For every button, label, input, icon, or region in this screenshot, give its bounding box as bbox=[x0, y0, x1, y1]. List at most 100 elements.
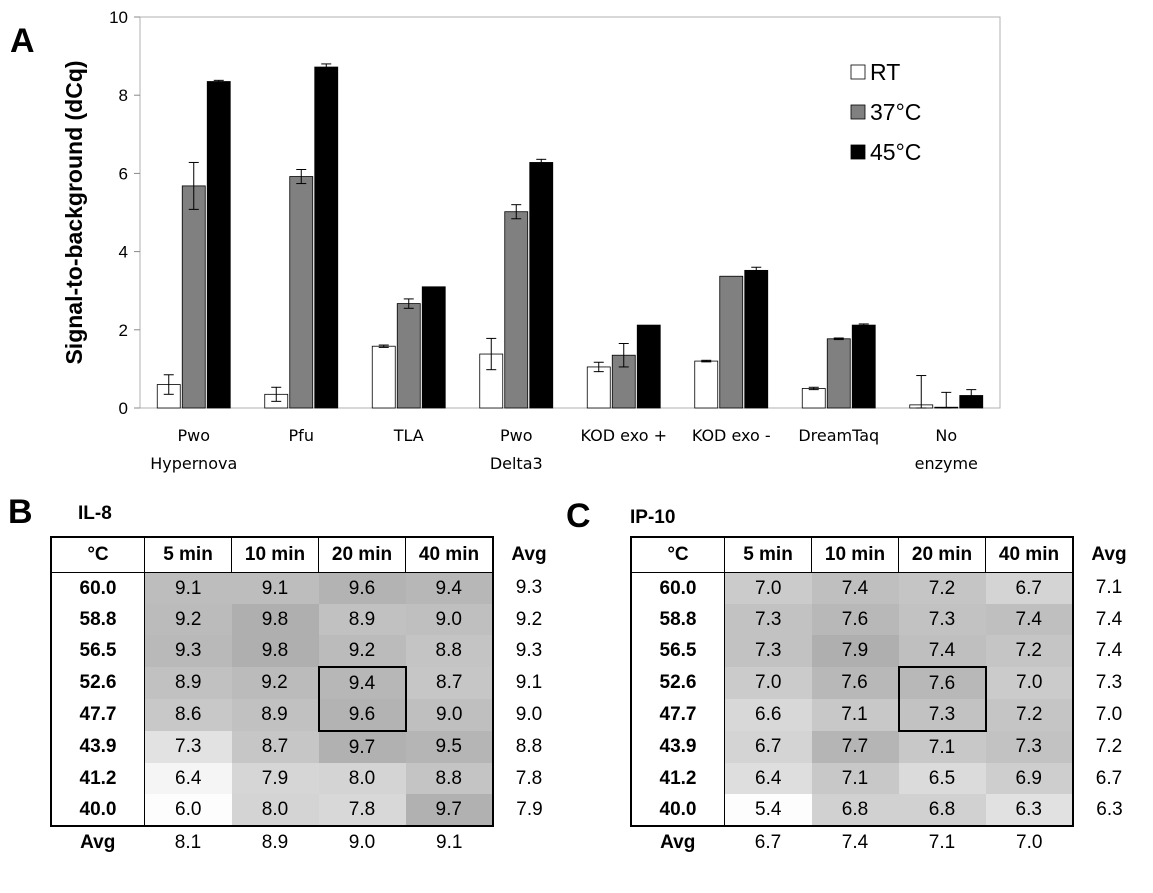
table-row: 60.0 9.1 9.1 9.6 9.4 9.3 bbox=[50, 572, 565, 604]
heatmap-cell: 7.0 bbox=[724, 572, 812, 604]
heatmap-cell: 7.2 bbox=[985, 635, 1074, 667]
column-average: 9.0 bbox=[348, 832, 376, 853]
column-header: 10 min bbox=[811, 536, 899, 573]
column-average: 6.7 bbox=[754, 832, 782, 853]
heatmap-cell: 7.1 bbox=[811, 763, 899, 794]
table-header-row: °C 5 min 10 min 20 min 40 min Avg bbox=[630, 536, 1145, 573]
x-category-label: No enzyme bbox=[915, 426, 978, 473]
table-row: 40.0 6.0 8.0 7.8 9.7 7.9 bbox=[50, 794, 565, 827]
heatmap-cell: 6.8 bbox=[811, 794, 899, 827]
y-axis-label: Signal-to-background (dCq) bbox=[61, 60, 87, 364]
column-average-row: Avg 8.1 8.9 9.0 9.1 bbox=[51, 826, 565, 859]
legend-swatch bbox=[850, 144, 866, 160]
row-temperature: 41.2 bbox=[630, 763, 725, 794]
heatmap-cell: 7.8 bbox=[318, 794, 406, 827]
heatmap-cell: 8.8 bbox=[405, 763, 494, 794]
row-average: 7.4 bbox=[1095, 640, 1123, 661]
table-row: 52.6 8.9 9.2 9.4 8.7 9.1 bbox=[50, 666, 565, 699]
row-temperature: 56.5 bbox=[630, 635, 725, 667]
column-header: 5 min bbox=[724, 536, 812, 573]
row-average: 7.9 bbox=[516, 799, 543, 820]
heatmap-cell: 7.2 bbox=[898, 572, 986, 604]
row-temperature: 47.7 bbox=[50, 699, 145, 731]
row-temperature: 40.0 bbox=[630, 794, 725, 827]
bar bbox=[206, 81, 231, 409]
bar bbox=[826, 338, 851, 409]
heatmap-cell: 8.9 bbox=[231, 699, 319, 731]
bar bbox=[289, 176, 314, 409]
row-average: 9.0 bbox=[515, 704, 543, 725]
heatmap-cell: 6.8 bbox=[898, 794, 986, 827]
table-row: 43.9 7.3 8.7 9.7 9.5 8.8 bbox=[50, 731, 565, 763]
column-average: 7.1 bbox=[928, 832, 956, 853]
table-row: 58.8 7.3 7.6 7.3 7.4 7.4 bbox=[630, 604, 1145, 635]
column-header: 40 min bbox=[985, 536, 1074, 573]
heatmap-cell: 9.8 bbox=[231, 635, 319, 667]
y-tick-label: 8 bbox=[119, 86, 128, 105]
row-temperature: 52.6 bbox=[50, 667, 145, 699]
legend-label: 45°C bbox=[870, 139, 921, 165]
heatmap-cell: 7.6 bbox=[811, 604, 899, 635]
heatmap-cell: 8.8 bbox=[405, 635, 494, 667]
x-category-label: Pwo Delta3 bbox=[490, 426, 543, 473]
avg-row-label: Avg bbox=[80, 832, 116, 853]
heatmap-cell: 8.9 bbox=[144, 667, 232, 699]
heatmap-cell: 8.7 bbox=[231, 731, 319, 763]
heatmap-cell: 7.3 bbox=[898, 604, 986, 635]
heatmap-cell: 7.6 bbox=[811, 667, 899, 699]
y-tick-label: 2 bbox=[119, 321, 128, 340]
bar bbox=[396, 303, 421, 409]
legend-label: 37°C bbox=[870, 99, 921, 125]
panel-b-letter: B bbox=[8, 493, 33, 531]
row-average: 9.1 bbox=[515, 672, 543, 693]
table-row: 40.0 5.4 6.8 6.8 6.3 6.3 bbox=[630, 794, 1145, 827]
bar-chart: 0 2 4 6 8 10 Signal-to-background (dCq) Pwo Hype… bbox=[61, 8, 1001, 473]
y-tick-label: 4 bbox=[119, 243, 128, 262]
plot-frame bbox=[139, 16, 1001, 409]
heatmap-cell: 9.2 bbox=[231, 667, 319, 699]
header-avg: Avg bbox=[1091, 543, 1127, 565]
x-category-label: Pfu bbox=[289, 426, 314, 445]
heatmap-cell: 9.1 bbox=[144, 572, 232, 604]
avg-row-empty bbox=[493, 826, 565, 859]
heatmap-cell: 6.9 bbox=[985, 763, 1074, 794]
heatmap-cell: 7.9 bbox=[811, 635, 899, 667]
bar bbox=[586, 366, 611, 409]
row-average: 6.3 bbox=[1096, 799, 1123, 820]
heatmap-cell: 7.3 bbox=[724, 635, 812, 667]
bar bbox=[421, 286, 446, 409]
bar bbox=[371, 345, 396, 409]
row-temperature: 60.0 bbox=[630, 572, 725, 604]
column-header: 40 min bbox=[405, 536, 494, 573]
row-average: 6.7 bbox=[1095, 767, 1123, 789]
ip10-heatmap-table: °C 5 min 10 min 20 min 40 min Avg 60.0 7.0 7.4 7.… bbox=[630, 536, 1146, 859]
table-row: 56.5 9.3 9.8 9.2 8.8 9.3 bbox=[50, 635, 565, 667]
x-category-label: DreamTaq bbox=[798, 426, 879, 445]
heatmap-cell: 8.0 bbox=[318, 763, 406, 794]
heatmap-cell: 6.6 bbox=[724, 699, 812, 731]
heatmap-cell: 6.0 bbox=[144, 794, 232, 827]
column-average-row: Avg 6.7 7.4 7.1 7.0 bbox=[631, 826, 1145, 859]
row-temperature: 58.8 bbox=[630, 604, 725, 635]
heatmap-cell: 5.4 bbox=[724, 794, 812, 827]
heatmap-cell: 7.1 bbox=[811, 699, 899, 731]
bar bbox=[744, 269, 769, 409]
column-header: 20 min bbox=[898, 536, 986, 573]
header-avg: Avg bbox=[511, 543, 547, 565]
row-temperature: 43.9 bbox=[50, 731, 145, 763]
legend-label: RT bbox=[870, 59, 900, 85]
row-average: 9.3 bbox=[515, 577, 543, 599]
x-category-label: TLA bbox=[393, 426, 424, 445]
heatmap-cell: 6.7 bbox=[985, 572, 1074, 604]
x-category-label: KOD exo - bbox=[692, 426, 771, 445]
heatmap-cell: 9.2 bbox=[144, 604, 232, 635]
row-temperature: 56.5 bbox=[50, 635, 145, 667]
row-temperature: 47.7 bbox=[630, 699, 725, 731]
heatmap-cell: 7.1 bbox=[898, 731, 986, 763]
heatmap-cell: 7.3 bbox=[144, 731, 232, 763]
column-average: 8.9 bbox=[261, 832, 289, 853]
row-average: 7.2 bbox=[1095, 736, 1123, 757]
x-category-label: Pwo Hypernova bbox=[150, 426, 237, 473]
heatmap-cell: 6.7 bbox=[724, 731, 812, 763]
heatmap-cell: 7.3 bbox=[985, 731, 1074, 763]
